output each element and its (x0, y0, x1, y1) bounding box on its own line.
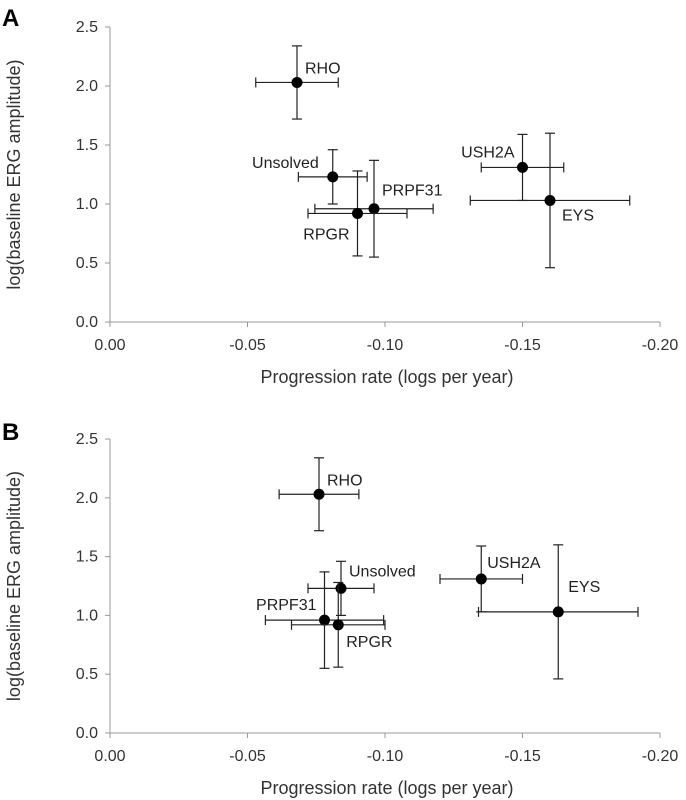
y-axis-title: log(baseline ERG amplitude) (4, 59, 24, 289)
y-axis-title: log(baseline ERG amplitude) (4, 471, 24, 701)
y-tick-label: 2.0 (76, 490, 98, 507)
data-point-marker (368, 203, 380, 215)
data-label-rpgr: RPGR (346, 634, 392, 651)
data-label-ush2a: USH2A (487, 555, 541, 572)
panel-letter: A (2, 5, 19, 32)
x-tick-label: 0.00 (94, 337, 125, 354)
y-tick-label: 2.5 (76, 431, 98, 448)
y-tick-label: 1.5 (76, 137, 98, 154)
data-point-unsolved: Unsolved (252, 149, 368, 205)
y-tick-label: 0.0 (76, 725, 98, 742)
y-tick-label: 1.5 (76, 549, 98, 566)
data-label-ush2a: USH2A (461, 144, 515, 161)
data-point-rho: RHO (278, 457, 363, 532)
data-point-marker (313, 488, 325, 500)
data-label-prpf31: PRPF31 (382, 183, 443, 200)
panel-b: B 0.0 0.5 1.0 1.5 2.0 2.5 0.00 -0.05 -0.10 -0.15 -0… (2, 419, 678, 798)
data-point-marker (291, 76, 303, 88)
x-tick-label: 0.00 (94, 748, 125, 765)
panel-letter: B (2, 419, 19, 446)
data-point-marker (319, 614, 330, 626)
data-point-marker (517, 161, 528, 173)
data-point-marker (552, 606, 564, 618)
data-point-eys: EYS (477, 544, 639, 680)
x-tick-label: -0.05 (229, 337, 266, 354)
x-axis-title: Progression rate (logs per year) (260, 367, 513, 387)
y-tick-label: 2.5 (76, 19, 98, 36)
data-point-marker (332, 619, 344, 631)
x-tick-label: -0.15 (504, 748, 541, 765)
y-tick-label: 0.0 (76, 314, 98, 331)
x-axis-title: Progression rate (logs per year) (260, 778, 513, 798)
data-point-ush2a: USH2A (461, 133, 565, 202)
y-tick-label: 1.0 (76, 607, 98, 624)
data-label-eys: EYS (568, 579, 600, 596)
data-point-unsolved: Unsolved (307, 560, 416, 617)
data-label-rho: RHO (327, 472, 363, 489)
data-point-prpf31: PRPF31 (314, 159, 443, 258)
x-tick-label: -0.15 (504, 337, 541, 354)
data-label-rpgr: RPGR (303, 226, 349, 243)
data-point-rho: RHO (255, 45, 341, 120)
data-point-eys: EYS (469, 132, 631, 269)
data-point-marker (544, 194, 556, 206)
x-tick-label: -0.10 (367, 337, 404, 354)
y-tick-label: 0.5 (76, 666, 98, 683)
data-label-unsolved: Unsolved (252, 155, 319, 172)
y-tick-label: 2.0 (76, 78, 98, 95)
data-label-eys: EYS (562, 207, 594, 224)
x-tick-label: -0.05 (229, 748, 266, 765)
data-point-rpgr: RPGR (290, 581, 392, 668)
data-point-ush2a: USH2A (439, 545, 541, 613)
x-tick-label: -0.20 (642, 748, 679, 765)
panel-a: A 0.0 0.5 1.0 1.5 2.0 2.5 0.00 -0.05 -0.10 -0.15 -0… (2, 5, 678, 387)
data-label-prpf31: PRPF31 (256, 597, 317, 614)
data-label-rho: RHO (305, 60, 341, 77)
data-label-unsolved: Unsolved (349, 563, 416, 580)
data-point-marker (475, 573, 487, 585)
data-point-prpf31: PRPF31 (256, 571, 385, 669)
data-point-marker (335, 582, 347, 594)
data-point-marker (327, 171, 339, 183)
data-point-rpgr: RPGR (303, 170, 408, 257)
y-tick-label: 1.0 (76, 196, 98, 213)
x-tick-label: -0.20 (642, 337, 679, 354)
x-tick-label: -0.10 (367, 748, 404, 765)
data-point-marker (352, 207, 363, 219)
y-tick-label: 0.5 (76, 255, 98, 272)
